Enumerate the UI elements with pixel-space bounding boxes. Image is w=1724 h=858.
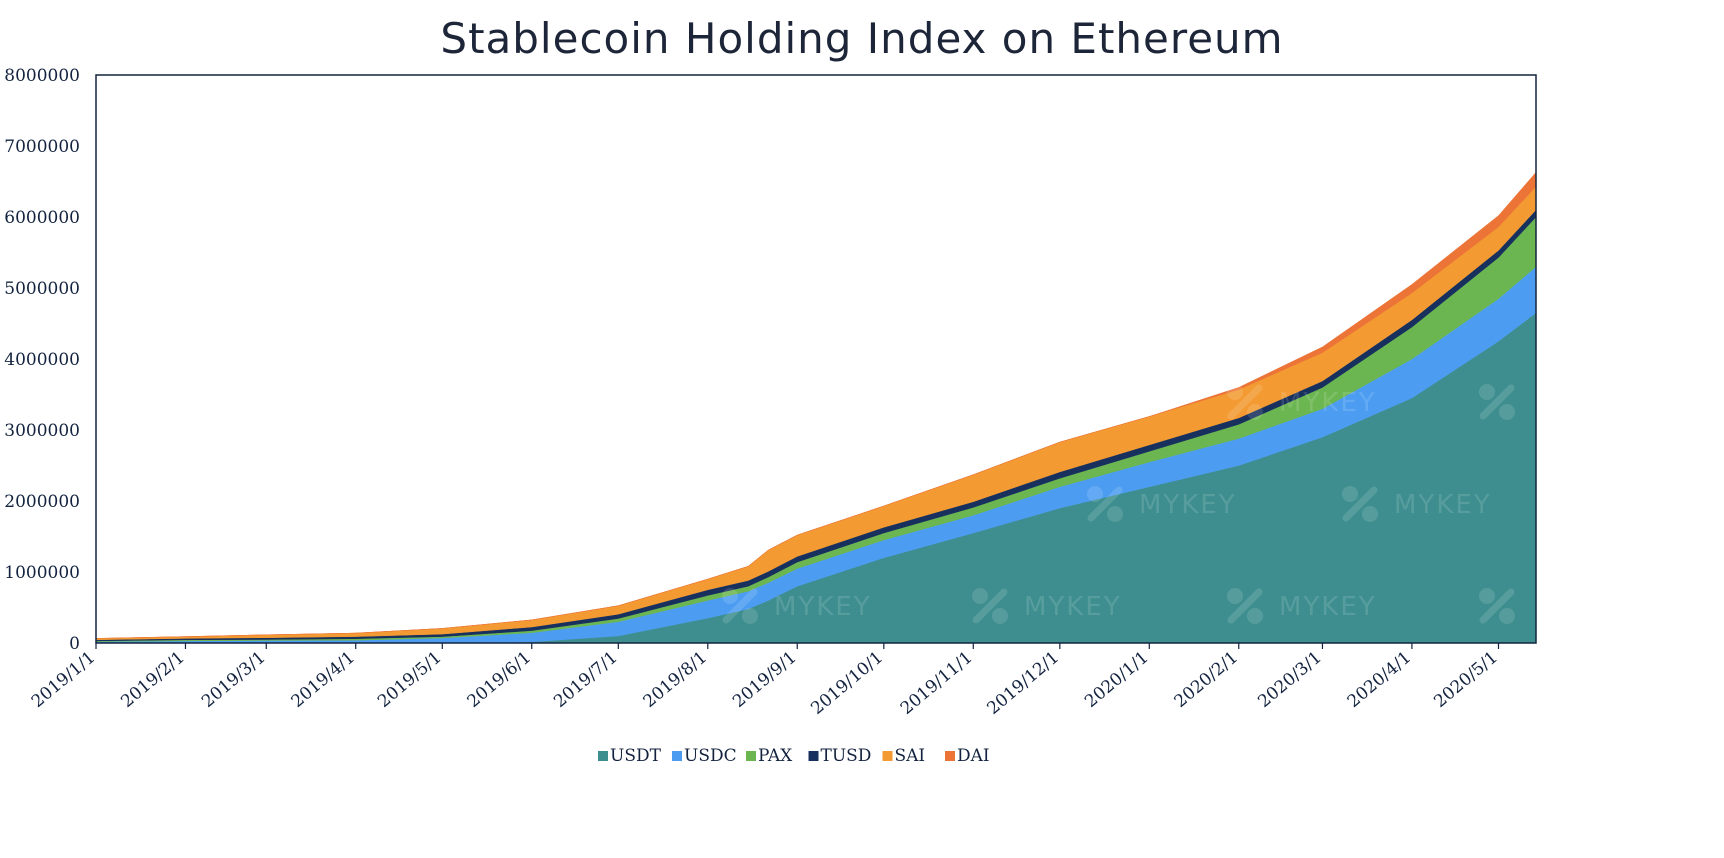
- y-axis: 0 1000000 2000000 3000000 4000000 5000000 6000…: [4, 66, 80, 654]
- x-tick-label: 2019/9/1: [729, 648, 800, 712]
- y-tick-label: 8000000: [4, 66, 80, 86]
- legend-label: DAI: [957, 746, 990, 766]
- legend-swatch: [598, 751, 608, 761]
- x-tick-label: 2019/12/1: [983, 648, 1063, 719]
- legend-label: USDC: [684, 746, 737, 766]
- y-tick-label: 6000000: [4, 208, 80, 228]
- y-tick-label: 5000000: [4, 279, 80, 299]
- legend-item-usdc: USDC: [672, 746, 737, 766]
- y-tick-label: 2000000: [4, 492, 80, 512]
- watermark-group: MYKEY MYKEY MYKEY MYKEY MYKEY MYKEY: [722, 384, 1515, 624]
- legend-item-sai: SAI: [882, 746, 926, 766]
- legend-item-usdt: USDT: [598, 746, 662, 766]
- legend-swatch: [945, 751, 955, 761]
- watermark-logo-icon: [1479, 588, 1515, 624]
- y-tick-label: 0: [69, 634, 80, 654]
- watermark-text: MYKEY: [1394, 490, 1492, 520]
- x-tick-label: 2019/8/1: [640, 648, 711, 712]
- watermark-logo-icon: MYKEY: [972, 588, 1122, 624]
- x-tick-label: 2020/1/1: [1081, 648, 1152, 712]
- legend-swatch: [746, 751, 756, 761]
- watermark-text: MYKEY: [1139, 490, 1237, 520]
- legend-item-pax: PAX: [746, 746, 793, 766]
- watermark-logo-icon: MYKEY: [722, 588, 872, 624]
- legend-label: USDT: [610, 746, 662, 766]
- x-tick-label: 2019/4/1: [288, 648, 359, 712]
- x-tick-label: 2019/6/1: [464, 648, 535, 712]
- x-tick-label: 2019/1/1: [28, 648, 99, 712]
- x-tick-label: 2020/5/1: [1430, 648, 1501, 712]
- x-tick-label: 2020/3/1: [1254, 648, 1325, 712]
- chart-title: Stablecoin Holding Index on Ethereum: [440, 14, 1284, 63]
- x-tick-label: 2019/7/1: [550, 648, 621, 712]
- legend-label: PAX: [758, 746, 793, 766]
- watermark-logo-icon: MYKEY: [1087, 486, 1237, 522]
- legend-swatch: [882, 751, 893, 761]
- x-tick-label: 2019/3/1: [198, 648, 269, 712]
- watermark-logo-icon: MYKEY: [1342, 486, 1492, 522]
- x-tick-label: 2019/11/1: [897, 648, 977, 719]
- watermark-text: MYKEY: [1279, 388, 1377, 418]
- watermark-logo-icon: MYKEY: [1227, 588, 1377, 624]
- legend-item-tusd: TUSD: [808, 746, 872, 766]
- watermark-logo-icon: MYKEY: [1227, 384, 1377, 420]
- legend-label: TUSD: [821, 746, 872, 766]
- watermark-text: MYKEY: [1279, 592, 1377, 622]
- watermark-logo-icon: [1479, 384, 1515, 420]
- watermark-text: MYKEY: [774, 592, 872, 622]
- legend-swatch: [672, 751, 682, 761]
- plot-frame: [95, 74, 1537, 644]
- legend-label: SAI: [895, 746, 926, 766]
- legend: USDT USDC PAX TUSD SAI DAI: [598, 746, 990, 766]
- x-tick-label: 2020/2/1: [1171, 648, 1242, 712]
- y-tick-label: 1000000: [4, 563, 80, 583]
- y-tick-label: 7000000: [4, 137, 80, 157]
- watermark-text: MYKEY: [1024, 592, 1122, 622]
- x-tick-label: 2019/5/1: [374, 648, 445, 712]
- x-tick-label: 2020/4/1: [1344, 648, 1415, 712]
- y-tick-label: 4000000: [4, 350, 80, 370]
- y-tick-label: 3000000: [4, 421, 80, 441]
- x-tick-label: 2019/10/1: [807, 648, 887, 719]
- x-tick-label: 2019/2/1: [117, 648, 188, 712]
- legend-item-dai: DAI: [945, 746, 990, 766]
- x-axis: 2019/1/1 2019/2/1 2019/3/1 2019/4/1 2019/5/1…: [28, 643, 1502, 719]
- legend-swatch: [808, 751, 819, 761]
